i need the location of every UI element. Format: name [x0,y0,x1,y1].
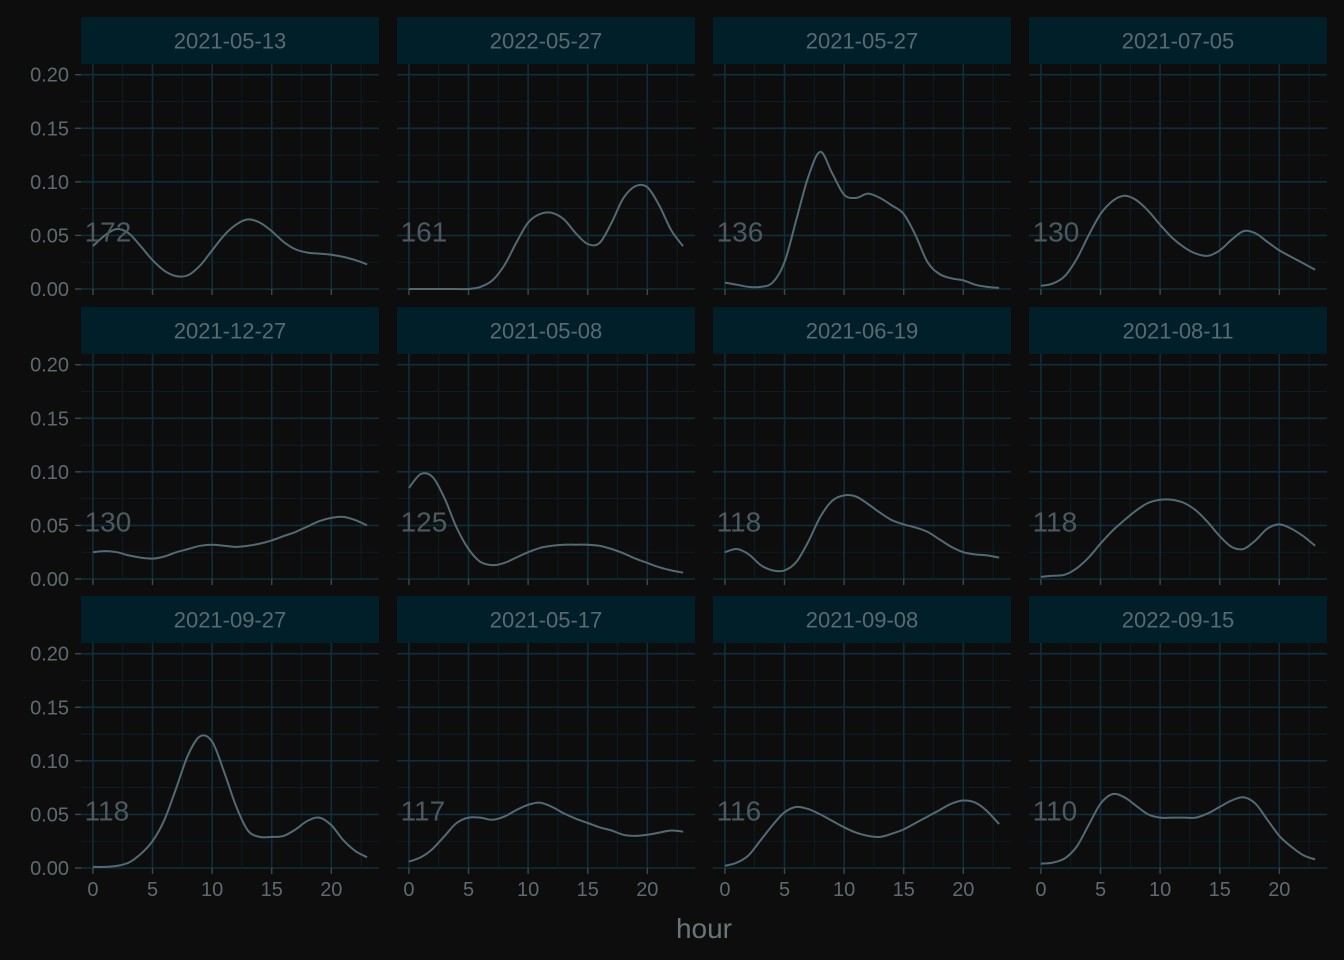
density-curve [1040,498,1316,578]
y-tick-label: 0.00 [30,858,69,880]
facet-strip-label: 2021-12-27 [174,319,287,344]
count-label: 110 [1033,796,1078,827]
facet-strip [1029,307,1327,354]
y-tick-label: 0.15 [30,118,69,140]
y-tick-label: 0.20 [30,65,69,87]
y-tick-label: 0.20 [30,355,69,377]
count-label: 125 [401,507,448,538]
y-tick-label: 0.10 [30,751,69,773]
facet-panel: 2021-12-27 0.00 0.05 0.10 0.15 0.20 130 [30,307,379,591]
x-tick-label: 10 [517,879,539,901]
facet-strip [397,307,695,354]
x-tick-label: 5 [779,879,790,901]
facet-panel: 2021-05-17 0 5 10 15 20 117 [397,596,695,901]
count-label: 116 [717,796,762,827]
x-tick-label: 20 [320,879,342,901]
facet-strip-label: 2021-06-19 [806,319,919,344]
facet-strip [713,17,1011,64]
density-curve [92,734,368,868]
facet-panel: 2021-08-11 118 [1029,307,1327,585]
facet-strip-label: 2021-05-08 [490,319,603,344]
density-curve [724,799,1000,867]
x-tick-label: 5 [147,879,158,901]
count-label: 117 [401,796,446,827]
facet-strip-label: 2022-09-15 [1122,608,1235,633]
facet-panel: 2022-05-27 161 [397,17,695,295]
x-tick-label: 10 [201,879,223,901]
count-label: 118 [85,796,130,827]
facet-strip-label: 2022-05-27 [490,29,603,54]
count-label: 161 [401,217,448,248]
facet-strip-label: 2021-09-08 [806,608,919,633]
x-tick-label: 20 [1268,879,1290,901]
y-tick-label: 0.10 [30,462,69,484]
x-tick-label: 15 [577,879,599,901]
density-curve [408,472,684,574]
y-tick-label: 0.00 [30,569,69,591]
facet-strip [713,596,1011,643]
facet-panel: 2021-05-13 0.00 0.05 0.10 0.15 0.20 172 [30,17,379,301]
y-tick-label: 0.10 [30,172,69,194]
x-tick-label: 15 [261,879,283,901]
y-tick-label: 0.20 [30,644,69,666]
x-tick-label: 10 [1149,879,1171,901]
x-tick-label: 5 [463,879,474,901]
y-tick-label: 0.15 [30,408,69,430]
x-tick-label: 5 [1095,879,1106,901]
facet-strip-label: 2021-08-11 [1123,319,1234,344]
density-curve [1040,194,1316,287]
y-tick-label: 0.05 [30,515,69,537]
x-tick-label: 10 [833,879,855,901]
count-label: 118 [1033,507,1078,538]
count-label: 172 [85,217,132,248]
count-label: 130 [1033,217,1080,248]
facet-panel: 2021-05-27 136 [713,17,1011,295]
facet-strip [397,596,695,643]
y-tick-label: 0.00 [30,279,69,301]
facet-strip [81,307,379,354]
facet-panel: 2021-06-19 118 [713,307,1011,585]
y-tick-label: 0.05 [30,804,69,826]
x-tick-label: 0 [87,879,98,901]
density-curve [92,218,368,278]
facet-strip-label: 2021-07-05 [1122,29,1235,54]
facet-strip-label: 2021-05-27 [806,29,919,54]
count-label: 118 [717,507,762,538]
count-label: 130 [85,507,132,538]
facet-strip-label: 2021-05-17 [490,608,603,633]
x-axis-title: hour [676,913,732,944]
density-curve [408,183,684,291]
facet-strip [81,17,379,64]
facet-strip [1029,17,1327,64]
density-curve [1040,792,1316,865]
facet-strip [397,17,695,64]
facet-strip [1029,596,1327,643]
count-label: 136 [717,217,764,248]
facet-strip [81,596,379,643]
density-curve [408,801,684,863]
x-tick-label: 0 [403,879,414,901]
facet-panel: 2021-07-05 130 [1029,17,1327,295]
x-tick-label: 15 [1209,879,1231,901]
facet-panel: 2021-09-08 0 5 10 15 20 116 [713,596,1011,901]
density-curve [724,150,1000,289]
x-tick-label: 0 [1035,879,1046,901]
facet-panels: 2021-05-13 0.00 0.05 0.10 0.15 0.20 172 2022-05… [30,17,1327,901]
y-tick-label: 0.05 [30,225,69,247]
density-curve [724,494,1000,573]
x-tick-label: 20 [636,879,658,901]
facet-panel: 2021-05-08 125 [397,307,695,585]
y-tick-label: 0.15 [30,697,69,719]
facet-panel: 2022-09-15 0 5 10 15 20 110 [1029,596,1327,901]
facet-strip-label: 2021-05-13 [174,29,287,54]
x-tick-label: 20 [952,879,974,901]
facet-panel: 2021-09-27 0.00 0.05 0.10 0.15 0.20 0 5 10 15 20 11… [30,596,379,901]
facet-strip [713,307,1011,354]
density-curve [92,515,368,560]
x-tick-label: 15 [893,879,915,901]
x-tick-label: 0 [719,879,730,901]
facet-strip-label: 2021-09-27 [174,608,287,633]
